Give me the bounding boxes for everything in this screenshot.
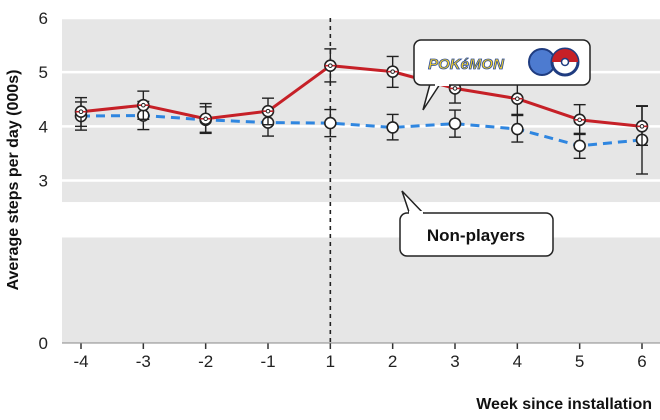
point-center-0-5 xyxy=(577,117,582,123)
non-players-callout: Non-players xyxy=(399,190,554,257)
x-tick-label-6: 6 xyxy=(637,352,646,371)
callout-box xyxy=(399,212,554,257)
x-tick-label--3: -3 xyxy=(136,352,151,371)
series-label-non-players: Non-players xyxy=(427,226,525,245)
point-1-1 xyxy=(324,116,337,130)
x-tick-label-3: 3 xyxy=(450,352,459,371)
x-ticks: -4 -3 -2 -1 1 2 3 4 5 6 xyxy=(62,342,660,371)
point-center-0-4 xyxy=(515,96,520,102)
point-center-0-6 xyxy=(639,124,645,129)
point-1-4 xyxy=(511,122,524,136)
point-center-0-1 xyxy=(328,63,333,68)
go-logo-pokeball-button xyxy=(560,57,570,67)
x-axis-label: Week since installation xyxy=(476,396,652,413)
series-line-1 xyxy=(80,114,643,148)
x-tick-label--1: -1 xyxy=(260,352,275,371)
pokemon-go-logo-badge: POKéMON xyxy=(413,39,591,111)
x-tick-label-2: 2 xyxy=(388,352,397,371)
logo-callout-pointer xyxy=(422,83,441,111)
point-1-3 xyxy=(448,117,462,130)
x-tick-label-4: 4 xyxy=(513,352,522,371)
point-1-5 xyxy=(573,139,586,153)
axis-break-band xyxy=(62,202,660,238)
x-tick-label-1: 1 xyxy=(326,352,335,371)
callout-joint xyxy=(409,211,423,215)
logo-callout-joint xyxy=(435,82,449,86)
x-tick-label--4: -4 xyxy=(73,352,88,371)
x-tick-label-5: 5 xyxy=(575,352,584,371)
series-line-0 xyxy=(80,64,643,128)
y-tick-label-5: 5 xyxy=(39,63,48,82)
y-tick-label-6: 6 xyxy=(39,9,48,28)
y-ticks: 0 3 4 5 6 xyxy=(39,9,48,353)
plot-background-lower xyxy=(62,237,660,343)
point-center-0--2 xyxy=(203,116,208,122)
y-axis-label: Average steps per day (000s) xyxy=(5,70,22,291)
annotations: POKéMON Non-players xyxy=(399,39,591,257)
pokemon-logo-wordmark: POKéMON xyxy=(428,56,505,73)
gridlines xyxy=(62,16,660,238)
point-1-2 xyxy=(386,121,399,134)
series-layer xyxy=(74,18,649,343)
point-center-0--1 xyxy=(265,108,271,114)
point-center-0--3 xyxy=(141,102,146,108)
point-center-0--4 xyxy=(78,109,84,115)
point-center-0-2 xyxy=(390,69,395,74)
point-center-0-3 xyxy=(452,86,458,91)
y-tick-label-3: 3 xyxy=(39,172,48,191)
callout-pointer xyxy=(401,190,426,216)
x-tick-label--2: -2 xyxy=(198,352,213,371)
go-logo-pokeball-top xyxy=(552,49,578,62)
y-tick-label-0: 0 xyxy=(39,334,48,353)
y-tick-label-4: 4 xyxy=(39,117,48,136)
